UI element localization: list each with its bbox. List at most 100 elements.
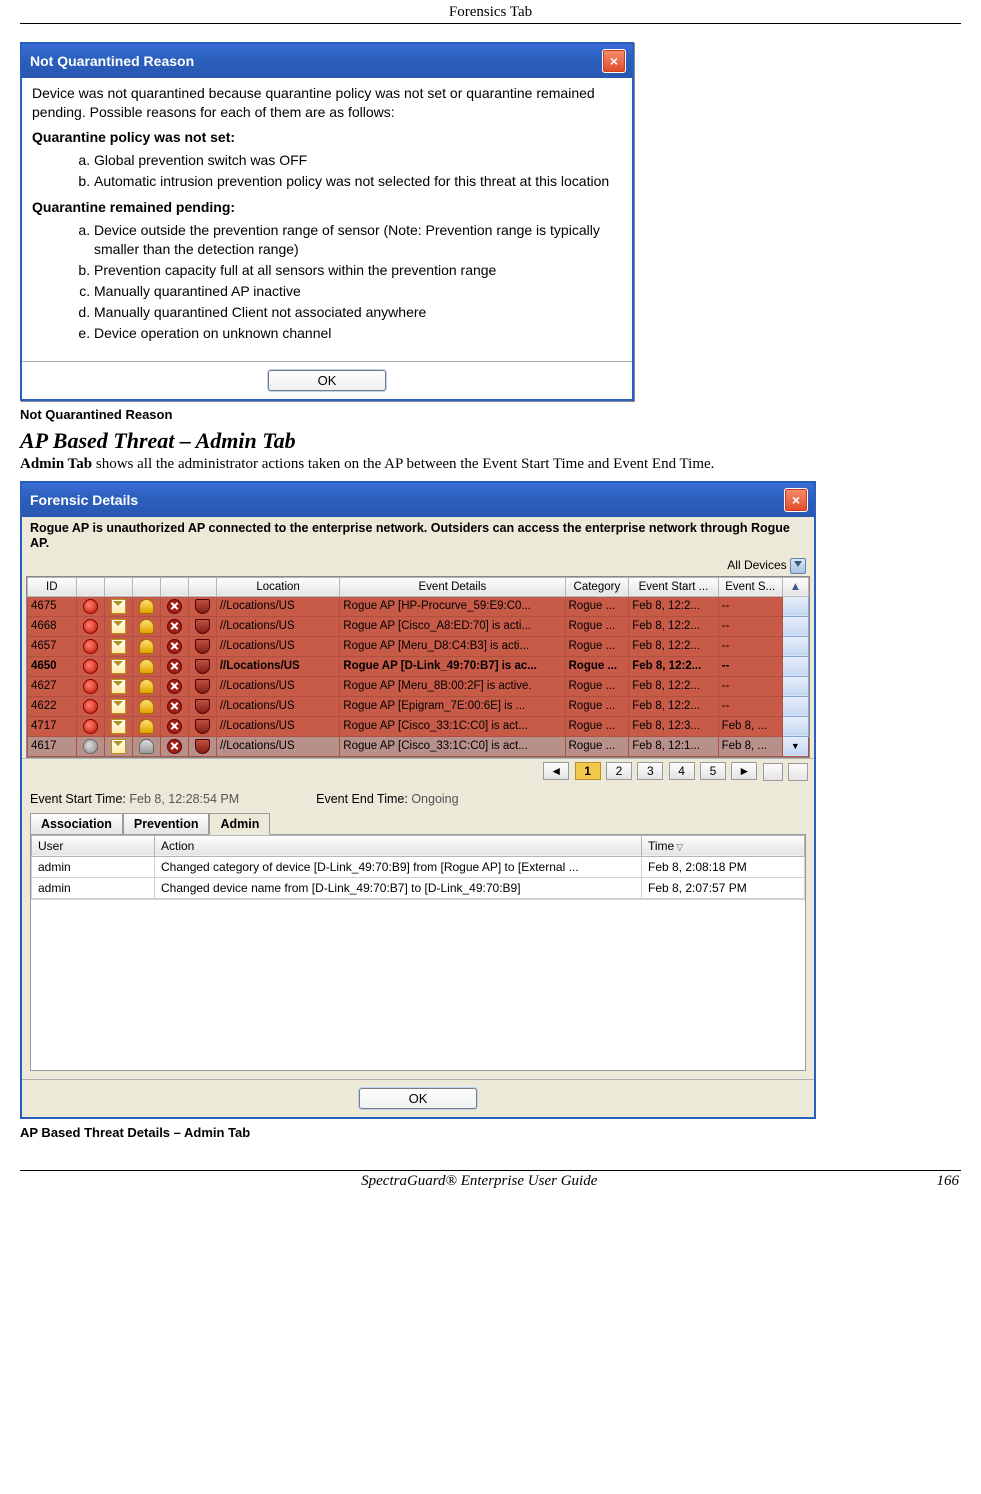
event-end-value: Ongoing xyxy=(411,792,458,806)
list-item: Prevention capacity full at all sensors … xyxy=(94,261,622,280)
dialog1-title: Not Quarantined Reason xyxy=(30,53,194,69)
admin-actions-panel: User Action Time▽ adminChanged category … xyxy=(30,834,806,1071)
cell-end: -- xyxy=(718,616,782,636)
pager-page-3[interactable]: 3 xyxy=(637,762,663,780)
cell-user: admin xyxy=(32,877,155,898)
mail-icon xyxy=(104,696,132,716)
cell-end: -- xyxy=(718,656,782,676)
table-row[interactable]: adminChanged category of device [D-Link_… xyxy=(32,856,805,877)
cell-time: Feb 8, 2:08:18 PM xyxy=(642,856,805,877)
shield-icon xyxy=(188,636,216,656)
mail-icon xyxy=(104,596,132,616)
pager-next[interactable]: ► xyxy=(731,762,757,780)
table-row[interactable]: 4717//Locations/USRogue AP [Cisco_33:1C:… xyxy=(28,716,809,736)
col-icon[interactable] xyxy=(104,577,132,596)
tab-admin[interactable]: Admin xyxy=(209,813,270,835)
cell-category: Rogue ... xyxy=(565,736,629,756)
col-icon[interactable] xyxy=(132,577,160,596)
cell-location: //Locations/US xyxy=(216,656,339,676)
dialog2-title: Forensic Details xyxy=(30,492,138,508)
pager-page-1[interactable]: 1 xyxy=(575,762,601,780)
scrollbar-track[interactable] xyxy=(782,596,808,616)
header-rule xyxy=(20,23,961,24)
scrollbar-track[interactable] xyxy=(782,716,808,736)
close-icon[interactable]: × xyxy=(602,49,626,73)
dialog1-list1: Global prevention switch was OFF Automat… xyxy=(32,151,622,191)
cell-id: 4617 xyxy=(28,736,77,756)
table-row[interactable]: 4622//Locations/USRogue AP [Epigram_7E:0… xyxy=(28,696,809,716)
scroll-up-icon[interactable]: ▲ xyxy=(782,577,808,596)
table-row[interactable]: 4657//Locations/USRogue AP [Meru_D8:C4:B… xyxy=(28,636,809,656)
col-id[interactable]: ID xyxy=(28,577,77,596)
table-row[interactable]: 4627//Locations/USRogue AP [Meru_8B:00:2… xyxy=(28,676,809,696)
tab-association[interactable]: Association xyxy=(30,813,123,834)
col-end[interactable]: Event S... xyxy=(718,577,782,596)
scrollbar-track[interactable] xyxy=(782,696,808,716)
para-bold: Admin Tab xyxy=(20,456,92,472)
cell-user: admin xyxy=(32,856,155,877)
col-user[interactable]: User xyxy=(32,835,155,856)
pager-page-2[interactable]: 2 xyxy=(606,762,632,780)
col-start[interactable]: Event Start ... xyxy=(629,577,718,596)
shield-icon xyxy=(188,716,216,736)
severity-icon xyxy=(76,656,104,676)
pager-page-4[interactable]: 4 xyxy=(669,762,695,780)
shield-icon xyxy=(188,676,216,696)
scroll-down-icon[interactable]: ▼ xyxy=(782,736,808,756)
table-row[interactable]: adminChanged device name from [D-Link_49… xyxy=(32,877,805,898)
pager-page-5[interactable]: 5 xyxy=(700,762,726,780)
close-icon[interactable]: × xyxy=(784,488,808,512)
col-icon[interactable] xyxy=(160,577,188,596)
col-details[interactable]: Event Details xyxy=(340,577,565,596)
tab-prevention[interactable]: Prevention xyxy=(123,813,210,834)
shield-icon xyxy=(188,656,216,676)
footer-page: 166 xyxy=(936,1173,959,1190)
col-action[interactable]: Action xyxy=(155,835,642,856)
cell-category: Rogue ... xyxy=(565,616,629,636)
scrollbar-track[interactable] xyxy=(782,676,808,696)
col-category[interactable]: Category xyxy=(565,577,629,596)
cell-details: Rogue AP [D-Link_49:70:B7] is ac... xyxy=(340,656,565,676)
ok-button[interactable]: OK xyxy=(359,1088,477,1109)
page-header: Forensics Tab xyxy=(20,0,961,23)
scrollbar-track[interactable] xyxy=(782,636,808,656)
delete-icon xyxy=(160,596,188,616)
list-item: Automatic intrusion prevention policy wa… xyxy=(94,172,622,191)
mail-icon xyxy=(104,656,132,676)
cell-location: //Locations/US xyxy=(216,716,339,736)
cell-id: 4622 xyxy=(28,696,77,716)
mail-icon xyxy=(104,636,132,656)
mail-icon xyxy=(104,716,132,736)
mail-icon xyxy=(104,676,132,696)
cell-details: Rogue AP [HP-Procurve_59:E9:C0... xyxy=(340,596,565,616)
table-row[interactable]: 4650//Locations/USRogue AP [D-Link_49:70… xyxy=(28,656,809,676)
delete-icon xyxy=(160,656,188,676)
col-location[interactable]: Location xyxy=(216,577,339,596)
scrollbar-track[interactable] xyxy=(782,616,808,636)
table-row[interactable]: 4675//Locations/USRogue AP [HP-Procurve_… xyxy=(28,596,809,616)
col-icon[interactable] xyxy=(188,577,216,596)
cell-start: Feb 8, 12:2... xyxy=(629,656,718,676)
pager-refresh-icon[interactable] xyxy=(788,763,808,781)
severity-icon xyxy=(76,736,104,756)
cell-location: //Locations/US xyxy=(216,616,339,636)
para-admin-tab: Admin Tab shows all the administrator ac… xyxy=(20,456,961,473)
cell-id: 4668 xyxy=(28,616,77,636)
col-icon[interactable] xyxy=(76,577,104,596)
table-row[interactable]: 4617//Locations/USRogue AP [Cisco_33:1C:… xyxy=(28,736,809,756)
severity-icon xyxy=(76,596,104,616)
cell-location: //Locations/US xyxy=(216,676,339,696)
filter-icon[interactable] xyxy=(790,558,806,574)
pager-prev[interactable]: ◄ xyxy=(543,762,569,780)
page-footer: SpectraGuard® Enterprise User Guide 166 xyxy=(20,1173,961,1200)
dialog2-titlebar: Forensic Details × xyxy=(22,483,814,517)
col-time[interactable]: Time▽ xyxy=(642,835,805,856)
ok-button[interactable]: OK xyxy=(268,370,386,391)
mail-icon xyxy=(104,736,132,756)
cell-start: Feb 8, 12:2... xyxy=(629,616,718,636)
heading-ap-threat: AP Based Threat – Admin Tab xyxy=(20,428,961,454)
delete-icon xyxy=(160,716,188,736)
table-row[interactable]: 4668//Locations/USRogue AP [Cisco_A8:ED:… xyxy=(28,616,809,636)
scrollbar-track[interactable] xyxy=(782,656,808,676)
pager-export-icon[interactable] xyxy=(763,763,783,781)
